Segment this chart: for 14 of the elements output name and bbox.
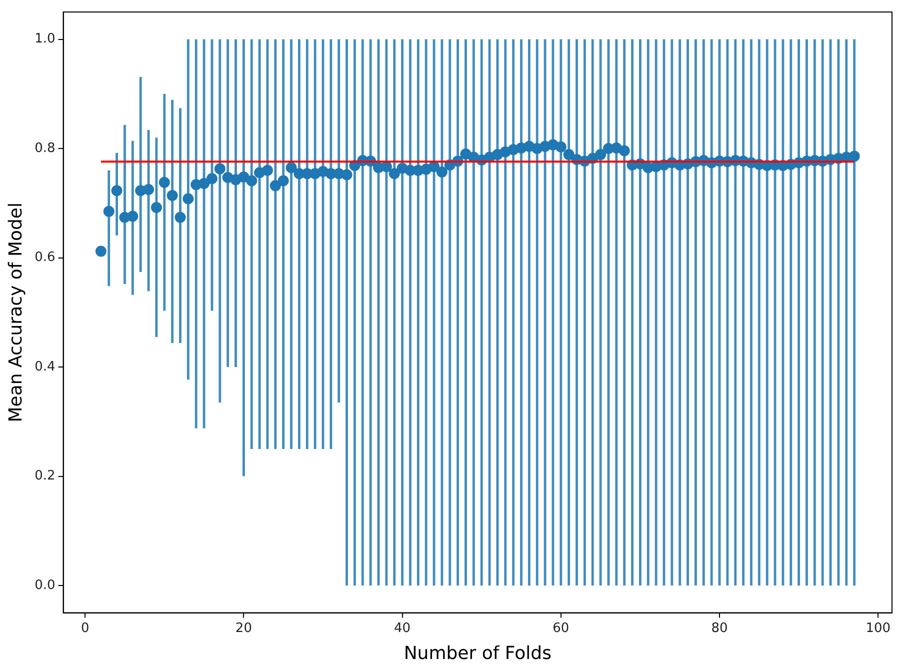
x-tick-label: 0 (80, 620, 90, 636)
y-tick-label: 0.6 (34, 250, 56, 266)
x-tick-label: 80 (711, 620, 728, 636)
x-tick-label: 60 (552, 620, 570, 636)
y-tick-label: 1.0 (34, 32, 56, 47)
x-axis-title: Number of Folds (404, 642, 552, 664)
x-tick-label: 100 (866, 620, 891, 636)
x-tick-label: 40 (394, 620, 411, 636)
y-tick-label: 0.2 (34, 468, 56, 484)
x-tick-label: 20 (235, 620, 252, 636)
y-tick-label: 0.8 (34, 140, 56, 156)
y-axis-title: Mean Accuracy of Model (5, 202, 26, 422)
y-tick-label: 0.0 (34, 578, 56, 593)
y-tick-label: 0.4 (34, 359, 56, 374)
